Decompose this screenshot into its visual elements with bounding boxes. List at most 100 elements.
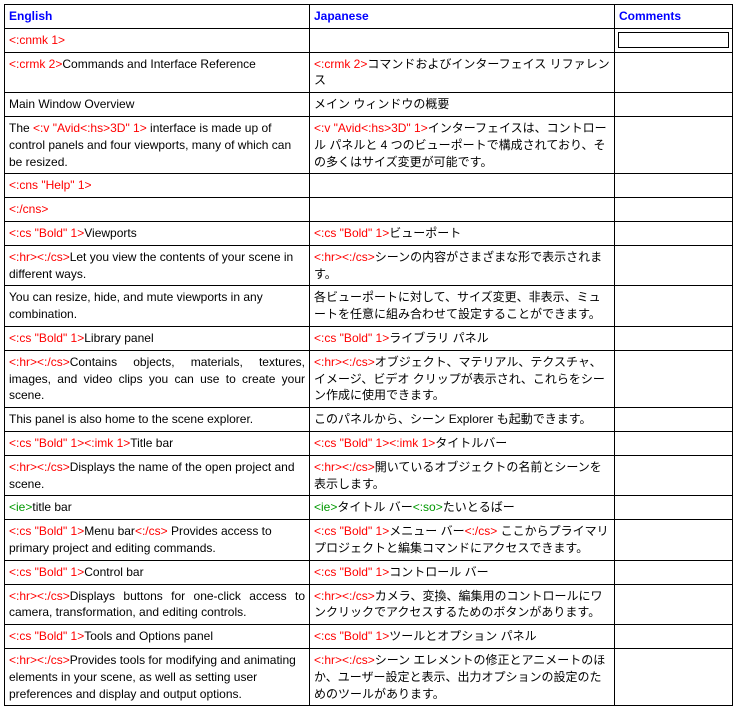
cell-japanese (310, 198, 615, 222)
cell-japanese: メイン ウィンドウの概要 (310, 93, 615, 117)
markup-tag: <:cnmk 1> (9, 33, 65, 47)
markup-tag: <:/cs> (465, 524, 498, 538)
cell-english: <:cs "Bold" 1>Library panel (5, 326, 310, 350)
cell-english: <:hr><:/cs>Provides tools for modifying … (5, 648, 310, 705)
markup-tag: <:hr><:/cs> (314, 250, 375, 264)
cell-japanese: <:cs "Bold" 1>ツールとオプション パネル (310, 625, 615, 649)
cell-english: <:hr><:/cs>Contains objects, materials, … (5, 350, 310, 407)
markup-tag: <:cs "Bold" 1> (314, 226, 389, 240)
cell-english: <:/cns> (5, 198, 310, 222)
table-row: The <:v "Avid<:hs>3D" 1> interface is ma… (5, 116, 733, 173)
cell-english: The <:v "Avid<:hs>3D" 1> interface is ma… (5, 116, 310, 173)
cell-english: <:cns "Help" 1> (5, 174, 310, 198)
markup-tag: <:cs "Bold" 1> (314, 565, 389, 579)
cell-comments[interactable] (615, 28, 733, 52)
cell-japanese: <:hr><:/cs>カメラ、変換、編集用のコントロールにワンクリックでアクセス… (310, 584, 615, 625)
text-segment: ライブラリ パネル (389, 331, 488, 345)
cell-comments (615, 455, 733, 496)
markup-tag: <:hr><:/cs> (314, 355, 375, 369)
cell-english: <:cs "Bold" 1>Tools and Options panel (5, 625, 310, 649)
markup-tag: <:cs "Bold" 1> (9, 226, 84, 240)
markup-tag: <:cs "Bold" 1><:imk 1> (9, 436, 130, 450)
cell-comments (615, 496, 733, 520)
markup-tag: <:cs "Bold" 1> (314, 331, 389, 345)
markup-tag: <:cs "Bold" 1> (9, 565, 84, 579)
cell-comments (615, 326, 733, 350)
text-segment: 各ビューポートに対して、サイズ変更、非表示、ミュートを任意に組み合わせて設定する… (314, 290, 601, 321)
text-segment: このパネルから、シーン Explorer も起動できます。 (314, 412, 592, 426)
cell-japanese: <ie>タイトル バー<:so>たいとるばー (310, 496, 615, 520)
cell-comments (615, 174, 733, 198)
cell-comments (615, 648, 733, 705)
comments-input[interactable] (619, 33, 728, 47)
cell-english: <:cs "Bold" 1>Control bar (5, 560, 310, 584)
text-segment: メニュー バー (389, 524, 464, 538)
markup-tag: <:cs "Bold" 1> (9, 629, 84, 643)
text-segment: The (9, 121, 33, 135)
cell-comments (615, 560, 733, 584)
text-segment: You can resize, hide, and mute viewports… (9, 290, 263, 321)
markup-tag: <:hr><:/cs> (314, 589, 375, 603)
text-segment: Main Window Overview (9, 97, 134, 111)
text-segment: メイン ウィンドウの概要 (314, 97, 449, 111)
table-row: Main Window Overview メイン ウィンドウの概要 (5, 93, 733, 117)
table-row: <:cs "Bold" 1>Viewports<:cs "Bold" 1>ビュー… (5, 221, 733, 245)
table-row: <:/cns> (5, 198, 733, 222)
table-row: <:crmk 2>Commands and Interface Referenc… (5, 52, 733, 93)
text-segment: コントロール バー (389, 565, 488, 579)
markup-tag: <:hr><:/cs> (314, 460, 375, 474)
cell-english: <:hr><:/cs>Displays the name of the open… (5, 455, 310, 496)
markup-tag: <:hr><:/cs> (9, 589, 70, 603)
cell-comments (615, 286, 733, 327)
table-row: <:cs "Bold" 1><:imk 1>Title bar<:cs "Bol… (5, 431, 733, 455)
cell-japanese: <:hr><:/cs>オブジェクト、マテリアル、テクスチャ、イメージ、ビデオ ク… (310, 350, 615, 407)
cell-english: <:cs "Bold" 1><:imk 1>Title bar (5, 431, 310, 455)
text-segment: title bar (32, 500, 71, 514)
cell-comments (615, 520, 733, 561)
cell-japanese: <:cs "Bold" 1>コントロール バー (310, 560, 615, 584)
markup-tag: <:cs "Bold" 1> (9, 524, 84, 538)
text-segment: ツールとオプション パネル (389, 629, 536, 643)
cell-english: <:cs "Bold" 1>Viewports (5, 221, 310, 245)
markup-tag: <:v "Avid<:hs>3D" 1> (33, 121, 147, 135)
cell-comments (615, 52, 733, 93)
cell-japanese: <:cs "Bold" 1><:imk 1>タイトルバー (310, 431, 615, 455)
header-comments: Comments (615, 5, 733, 29)
text-segment: タイトル バー (337, 500, 412, 514)
markup-tag: <:cs "Bold" 1><:imk 1> (314, 436, 435, 450)
table-row: You can resize, hide, and mute viewports… (5, 286, 733, 327)
markup-tag: <:/cns> (9, 202, 48, 216)
table-row: <:cs "Bold" 1>Tools and Options panel<:c… (5, 625, 733, 649)
table-row: <:hr><:/cs>Let you view the contents of … (5, 245, 733, 286)
text-segment: Tools and Options panel (84, 629, 213, 643)
markup-tag: <:cs "Bold" 1> (9, 331, 84, 345)
cell-english: <:hr><:/cs>Displays buttons for one-clic… (5, 584, 310, 625)
cell-english: <:cs "Bold" 1>Menu bar<:/cs> Provides ac… (5, 520, 310, 561)
markup-tag: <:cs "Bold" 1> (314, 629, 389, 643)
table-row: This panel is also home to the scene exp… (5, 408, 733, 432)
cell-english: <ie>title bar (5, 496, 310, 520)
markup-tag: <:crmk 2> (314, 57, 367, 71)
text-segment: Title bar (130, 436, 173, 450)
cell-english: <:crmk 2>Commands and Interface Referenc… (5, 52, 310, 93)
markup-tag: <:/cs> (135, 524, 168, 538)
table-row: <:hr><:/cs>Provides tools for modifying … (5, 648, 733, 705)
markup-tag: <:hr><:/cs> (9, 355, 70, 369)
cell-japanese: <:crmk 2>コマンドおよびインターフェイス リファレンス (310, 52, 615, 93)
table-row: <:cnmk 1> (5, 28, 733, 52)
header-row: English Japanese Comments (5, 5, 733, 29)
markup-tag: <:hr><:/cs> (9, 460, 70, 474)
cell-comments (615, 584, 733, 625)
text-segment: Library panel (84, 331, 153, 345)
cell-comments (615, 625, 733, 649)
cell-japanese: <:hr><:/cs>開いているオブジェクトの名前とシーンを表示します。 (310, 455, 615, 496)
cell-comments (615, 431, 733, 455)
text-segment: ビューポート (389, 226, 461, 240)
header-english: English (5, 5, 310, 29)
text-segment: Menu bar (84, 524, 135, 538)
markup-tag: <:cns "Help" 1> (9, 178, 92, 192)
ie-tag: <ie> (314, 500, 337, 514)
cell-japanese: <:hr><:/cs>シーンの内容がさまざまな形で表示されます。 (310, 245, 615, 286)
header-japanese: Japanese (310, 5, 615, 29)
cell-english: This panel is also home to the scene exp… (5, 408, 310, 432)
